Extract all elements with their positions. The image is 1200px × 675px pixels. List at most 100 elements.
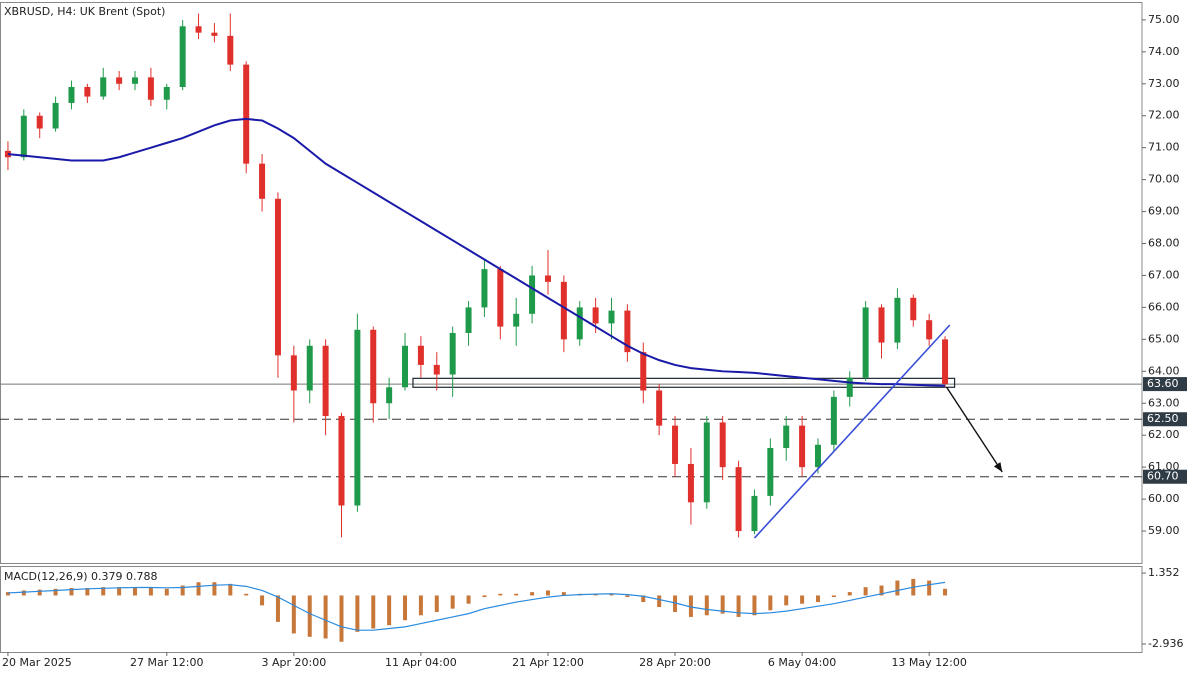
macd-bar [196,582,201,596]
candle-body [703,422,710,503]
arrow-head [993,462,1003,472]
candle-body [243,64,250,164]
macd-bar [418,595,423,616]
macd-bar [291,595,296,634]
candle-body [84,86,91,97]
candle-body [783,425,790,448]
candle-body [830,396,837,445]
macd-bar [180,585,185,596]
macd-bar [450,595,455,609]
level-tag-label: 62.50 [1147,412,1179,425]
y-tick-label: 69.00 [1148,205,1180,218]
macd-bar [625,595,630,598]
macd-bar [37,589,42,596]
macd-bar [561,592,566,596]
macd-bar [688,595,693,617]
macd-bar [784,595,789,606]
candle-body [544,275,551,282]
signal-line [7,581,946,631]
candle-body [132,77,139,84]
candle-body [227,35,234,65]
candle-body [751,495,758,532]
candle-body [910,297,917,321]
y-tick-label: 63.00 [1148,396,1180,409]
macd-bar [815,595,820,603]
macd-panel-border [0,566,1143,653]
y-tick-label: -2.936 [1148,637,1183,650]
macd-bar [260,595,265,606]
y-tick-label: 66.00 [1148,300,1180,313]
y-tick-label: 71.00 [1148,141,1180,154]
macd-bar [244,593,249,596]
candle-body [4,150,11,158]
candle-body [735,467,742,532]
macd-bar [609,593,614,596]
level-tag-label: 60.70 [1147,470,1179,483]
y-tick-label: 74.00 [1148,45,1180,58]
macd-bar [943,588,948,596]
macd-bar [371,595,376,629]
macd-bar [498,593,503,596]
macd-bar [768,595,773,611]
macd-bar [800,595,805,604]
level-tag-label: 63.60 [1147,377,1179,390]
candle-body [20,115,27,158]
moving-average [7,117,946,387]
macd-bar [720,595,725,614]
macd-bar [212,582,217,596]
macd-bar [657,595,662,608]
candle-body [846,377,853,397]
candle-body [433,364,440,375]
candle-body [799,425,806,468]
level-tag [1143,412,1187,427]
candle-body [116,77,123,84]
support-zone [412,377,956,388]
macd-bar [863,587,868,596]
candle-body [672,425,679,464]
macd-bar [164,588,169,596]
macd-bar [323,595,328,639]
y-tick-label: 59.00 [1148,524,1180,537]
x-tick-label: 6 May 04:00 [768,656,836,669]
macd-bar [514,593,519,596]
candle-body [68,86,75,103]
macd-bar [434,595,439,612]
candle-body [370,329,377,404]
y-tick-label: 72.00 [1148,109,1180,122]
candle-body [481,269,488,308]
candle-body [36,115,43,129]
x-tick-label: 28 Apr 20:00 [639,656,711,669]
y-tick-label: 67.00 [1148,268,1180,281]
candle-body [100,77,107,97]
candle-body [942,339,949,385]
x-tick-label: 11 Apr 04:00 [385,656,457,669]
macd-bar [117,587,122,596]
main-panel-border [0,2,1143,564]
candle-body [497,269,504,327]
macd-bar [403,595,408,621]
level-tag [1143,469,1187,484]
candle-body [386,387,393,404]
macd-bar [339,595,344,642]
candle-body [640,352,647,391]
candle-body [338,416,345,506]
candle-body [529,275,536,314]
candle-body [147,77,154,100]
candle-body [274,198,281,356]
macd-bar [101,587,106,596]
candle-body [52,102,59,129]
candle-body [259,163,266,199]
candle-body [878,307,885,343]
candle-body [687,463,694,503]
x-tick-label: 13 May 12:00 [891,656,966,669]
chart-title: XBRUSD, H4: UK Brent (Spot) [4,5,165,18]
candle-body [926,320,933,340]
macd-bar [879,585,884,596]
candle-body [513,313,520,327]
macd-bar [673,595,678,612]
candle-body [814,444,821,468]
candle-body [560,281,567,340]
macd-bar [133,587,138,596]
candle-body [354,329,361,506]
macd-bar [69,587,74,596]
